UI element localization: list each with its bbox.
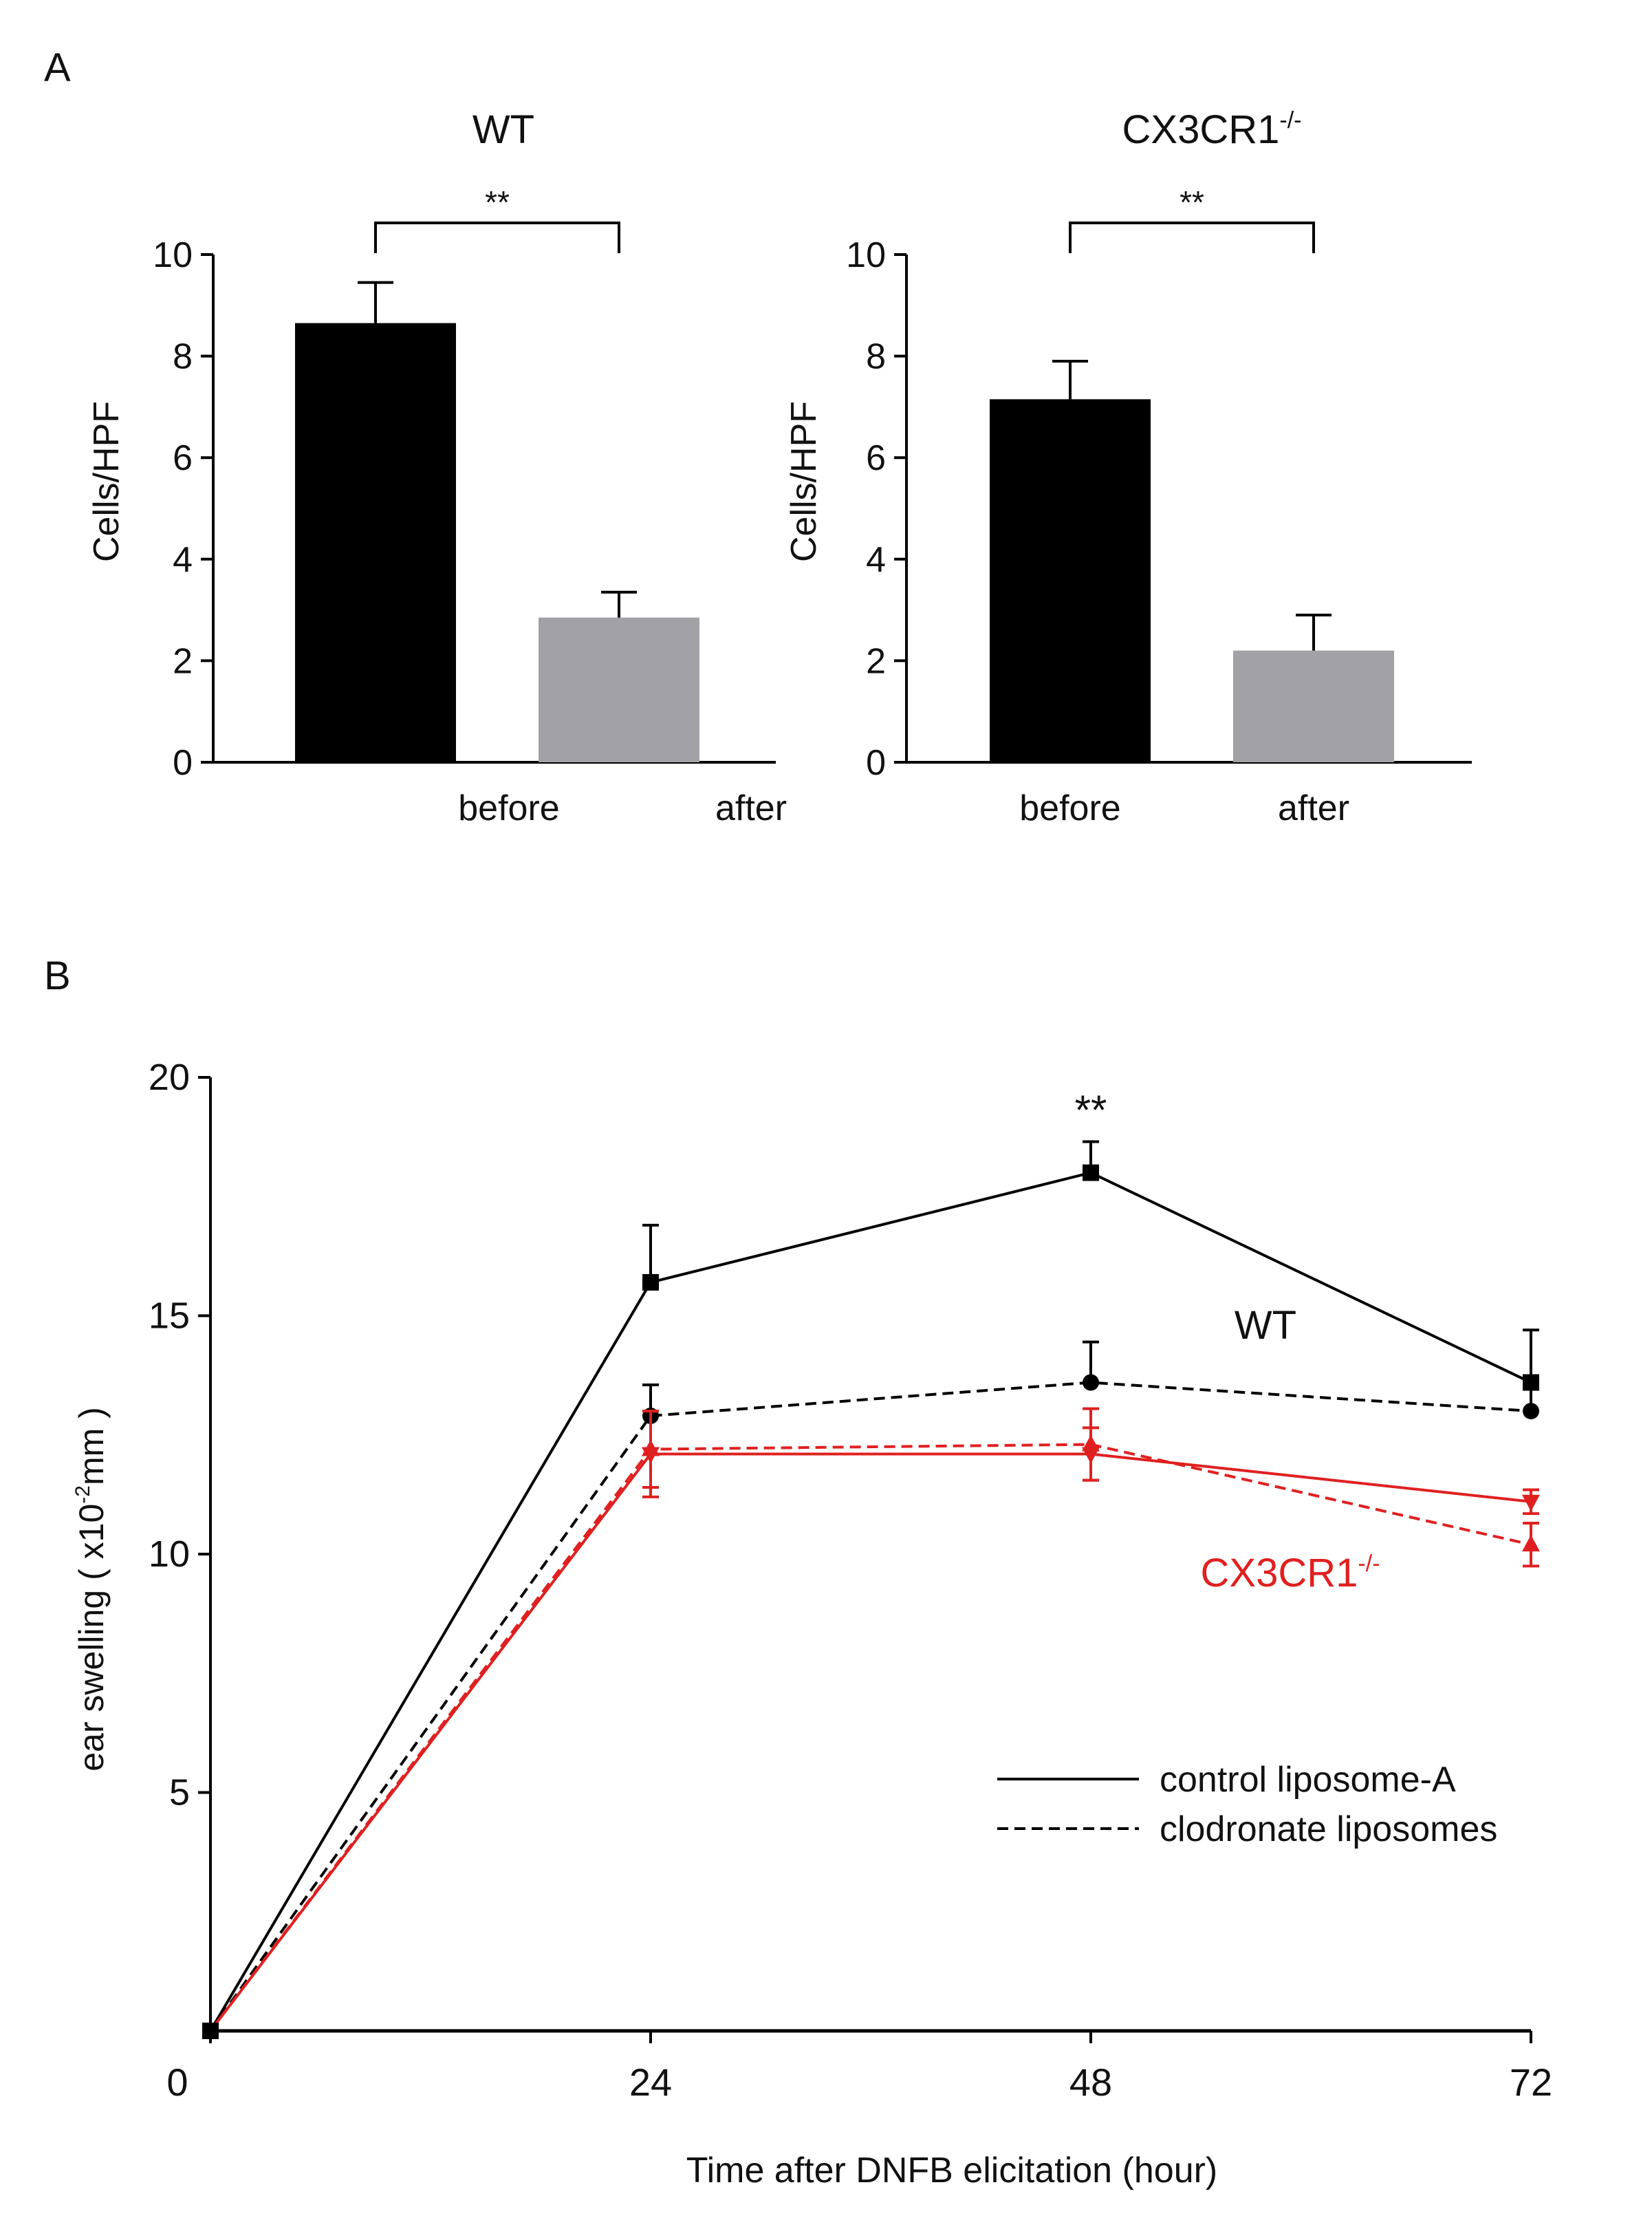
y-tick-label-cx3cr1: 10 [846, 235, 886, 275]
category-label-cx3cr1-after: after [1278, 788, 1349, 828]
y-axis-label-wt: Cells/HPF [87, 401, 127, 562]
significance-stars-wt: ** [485, 184, 510, 220]
y-tick-label-cx3cr1: 8 [866, 337, 886, 377]
series-line-cx3cr1-clodronate [209, 1443, 1532, 2032]
y-tick-label-wt: 8 [173, 337, 193, 377]
data-point-cx3cr1-clodronate [1522, 1535, 1540, 1552]
y-tick-label-wt: 10 [153, 235, 193, 275]
x-tick-label-time: 48 [1069, 2060, 1112, 2104]
data-point-cx3cr1-clodronate [642, 1439, 660, 1456]
panel-label-b: B [44, 954, 71, 998]
data-point-wt-clodronate [1083, 1374, 1099, 1391]
data-point-wt-control [1083, 1164, 1099, 1181]
legend-label-control-liposome: control liposome-A [1160, 1760, 1456, 1800]
series-line-cx3cr1-control [209, 1452, 1532, 2032]
chart-title-wt: WT [472, 107, 534, 152]
x-tick-label-time: 24 [629, 2060, 672, 2104]
y-tick-label-wt: 4 [173, 540, 193, 580]
legend-label-clodronate-liposomes: clodronate liposomes [1160, 1809, 1497, 1849]
group-label-wt: WT [1235, 1303, 1296, 1348]
y-tick-label-ear-swelling: 5 [169, 1772, 190, 1813]
data-point-wt-clodronate [1523, 1403, 1539, 1420]
data-point-wt-control [642, 1273, 659, 1291]
x-tick-label-time: 0 [166, 2060, 188, 2104]
category-label-cx3cr1-before: before [1019, 788, 1120, 828]
bar-wt-before [295, 323, 456, 762]
y-tick-label-wt: 0 [173, 743, 193, 783]
data-point-cx3cr1-clodronate [1082, 1434, 1100, 1452]
group-label-cx3cr1: CX3CR1-/- [1201, 1551, 1380, 1595]
y-tick-label-ear-swelling: 10 [149, 1533, 190, 1575]
significance-bracket-wt [374, 222, 620, 253]
category-label-wt-before: before [458, 788, 559, 828]
series-line-wt-clodronate [209, 1381, 1532, 2032]
y-tick-label-ear-swelling: 20 [149, 1057, 190, 1098]
y-tick-label-cx3cr1: 6 [866, 438, 886, 478]
series-line-wt-control [209, 1171, 1532, 2032]
significance-stars-cx3cr1: ** [1180, 184, 1204, 220]
chart-title-cx3cr1: CX3CR1-/- [1122, 107, 1302, 152]
y-tick-label-wt: 2 [173, 641, 193, 681]
data-point-cx3cr1-clodronate [202, 2023, 219, 2039]
y-tick-label-cx3cr1: 2 [866, 641, 886, 681]
panel-label-a: A [44, 45, 71, 90]
y-axis-label-ear-swelling: ear swelling ( x10-2mm ) [72, 1407, 111, 1772]
significance-bracket-cx3cr1 [1069, 222, 1315, 253]
significance-marker-48h: ** [1075, 1087, 1107, 1133]
bar-chart-wt: WT Cells/HPF before after 0 2 4 6 8 10 ** [87, 107, 787, 828]
y-tick-label-wt: 6 [173, 438, 193, 478]
x-tick-label-time: 72 [1510, 2060, 1552, 2104]
bar-cx3cr1-before [990, 399, 1151, 762]
bar-chart-cx3cr1: CX3CR1-/- Cells/HPF before after 0 2 4 6 8 10… [784, 107, 1472, 828]
bar-wt-after [539, 617, 699, 762]
y-tick-label-cx3cr1: 0 [866, 743, 886, 783]
legend: control liposome-A clodronate liposomes [997, 1760, 1497, 1849]
y-axis-label-cx3cr1: Cells/HPF [784, 401, 824, 562]
line-chart-ear-swelling: ear swelling ( x10-2mm ) Time after DNFB… [72, 1057, 1552, 2190]
category-label-wt-after: after [715, 788, 787, 828]
bar-cx3cr1-after [1233, 650, 1394, 762]
data-point-cx3cr1-control [1522, 1494, 1540, 1511]
y-tick-label-ear-swelling: 15 [149, 1295, 190, 1337]
x-axis-label-time: Time after DNFB elicitation (hour) [686, 2151, 1218, 2190]
y-tick-label-cx3cr1: 4 [866, 540, 886, 580]
